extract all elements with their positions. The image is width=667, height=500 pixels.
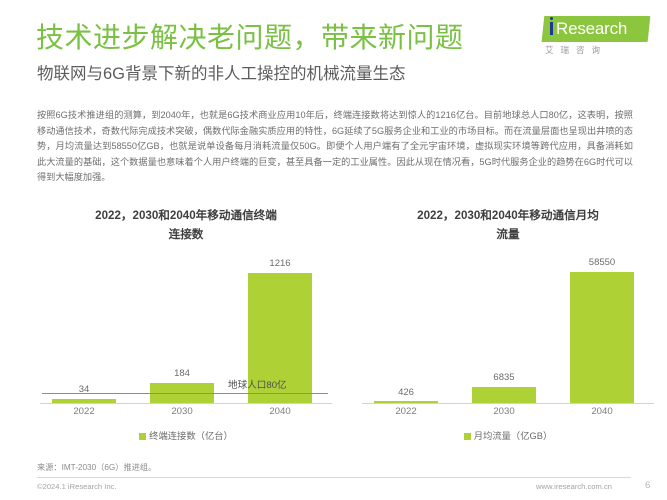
legend-label: 终端连接数（亿台） (149, 431, 233, 441)
page-title: 技术进步解决老问题，带来新问题 (36, 22, 464, 53)
bar-value-2022: 426 (398, 387, 414, 398)
chart-title-line2: 流量 (496, 228, 520, 241)
logo-i-dot-icon (550, 17, 553, 20)
bar-value-2030: 184 (174, 368, 190, 379)
page-number: 6 (645, 480, 651, 491)
chart-plot-area: 34 184 1216 地球人口80亿 (40, 252, 332, 404)
footer-divider (37, 477, 631, 478)
chart-title-line2: 连接数 (168, 228, 204, 241)
bar-value-2040: 58550 (588, 257, 616, 268)
category-label-2022: 2022 (73, 406, 95, 417)
chart-title-line1: 2022，2030和2040年移动通信终端 (95, 209, 277, 222)
chart-terminal-connections: 2022，2030和2040年移动通信终端 连接数 34 184 1216 地球… (26, 200, 346, 458)
bar-2040 (248, 272, 312, 403)
chart-category-labels: 2022 2030 2040 (40, 406, 332, 422)
chart-legend: 月均流量（亿GB） (348, 428, 667, 442)
legend-swatch-icon (463, 433, 471, 440)
chart-category-labels: 2022 2030 2040 (362, 406, 654, 422)
logo-mark: Research (541, 16, 651, 42)
body-paragraph: 按照6G技术推进组的测算，到2040年，也就是6G技术商业应用10年后，终端连接… (37, 110, 633, 182)
slide-header: 技术进步解决老问题，带来新问题 物联网与6G背景下新的非人工操控的机械流量生态 … (0, 0, 667, 100)
bar-2022 (374, 401, 438, 403)
chart-plot-area: 426 6835 58550 (362, 252, 654, 404)
iresearch-logo: Research 艾瑞咨询 (529, 16, 651, 64)
bar-value-2022: 34 (78, 384, 90, 395)
x-axis-line (362, 402, 654, 404)
logo-brand-text: Research (556, 19, 628, 38)
legend-label: 月均流量（亿GB） (473, 431, 553, 441)
website-text: www.iresearch.com.cn (536, 482, 612, 491)
x-axis-line (40, 402, 332, 404)
category-label-2040: 2040 (591, 406, 613, 417)
category-label-2030: 2030 (171, 406, 193, 417)
reference-line-earth-population (42, 392, 328, 394)
bar-value-2030: 6835 (493, 372, 515, 383)
copyright-text: ©2024.1 iResearch Inc. (37, 482, 117, 491)
charts-container: 2022，2030和2040年移动通信终端 连接数 34 184 1216 地球… (0, 200, 667, 458)
chart-title: 2022，2030和2040年移动通信月均 流量 (366, 206, 650, 244)
bar-2030 (472, 386, 536, 403)
source-note: 来源：IMT-2030（6G）推进组。 (37, 463, 157, 472)
page-subtitle: 物联网与6G背景下新的非人工操控的机械流量生态 (37, 65, 406, 83)
category-label-2022: 2022 (395, 406, 417, 417)
chart-legend: 终端连接数（亿台） (26, 428, 346, 442)
bar-value-2040: 1216 (269, 258, 291, 269)
legend-swatch-icon (139, 433, 147, 440)
logo-chinese-text: 艾瑞咨询 (545, 45, 608, 55)
bar-2040 (570, 271, 634, 403)
chart-title: 2022，2030和2040年移动通信终端 连接数 (44, 206, 328, 244)
chart-title-line1: 2022，2030和2040年移动通信月均 (417, 209, 599, 222)
category-label-2030: 2030 (493, 406, 515, 417)
logo-i-stem-icon (550, 22, 553, 35)
category-label-2040: 2040 (269, 406, 291, 417)
bar-2022 (52, 398, 116, 403)
reference-line-label: 地球人口80亿 (228, 380, 287, 391)
chart-monthly-traffic: 2022，2030和2040年移动通信月均 流量 426 6835 58550 … (348, 200, 667, 458)
